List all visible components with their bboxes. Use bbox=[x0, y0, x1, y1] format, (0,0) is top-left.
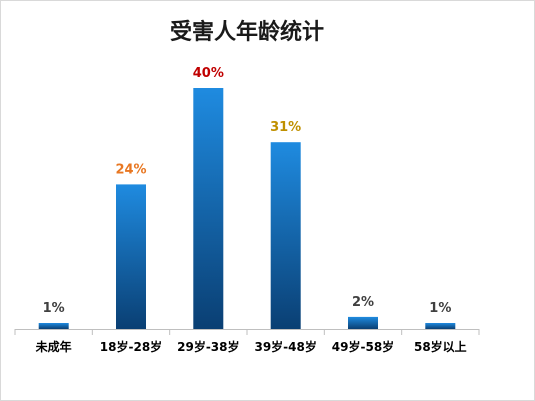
data-label-4: 2% bbox=[352, 295, 374, 310]
data-labels-group: 1% 24% 40% 31% 2% 1% bbox=[43, 66, 452, 316]
data-label-2: 40% bbox=[193, 66, 224, 81]
x-tick-label-2: 29岁-38岁 bbox=[177, 339, 239, 354]
data-label-0: 1% bbox=[43, 301, 65, 316]
x-tick-label-3: 39岁-48岁 bbox=[254, 339, 316, 354]
x-tick-label-5: 58岁以上 bbox=[414, 339, 467, 354]
bar-2 bbox=[193, 88, 224, 329]
x-tick-label-1: 18岁-28岁 bbox=[100, 339, 162, 354]
bars-group bbox=[38, 88, 456, 329]
bar-4 bbox=[348, 316, 378, 329]
bar-5 bbox=[425, 323, 456, 329]
x-axis bbox=[14, 329, 480, 335]
data-label-3: 31% bbox=[270, 120, 301, 135]
x-tick-label-0: 未成年 bbox=[35, 339, 72, 354]
chart-title: 受害人年龄统计 bbox=[170, 19, 324, 45]
bar-1 bbox=[116, 184, 146, 329]
data-label-5: 1% bbox=[429, 301, 451, 316]
bar-3 bbox=[270, 142, 301, 329]
data-label-1: 24% bbox=[115, 162, 146, 177]
x-tick-labels-group: 未成年 18岁-28岁 29岁-38岁 39岁-48岁 49岁-58岁 58岁以上 bbox=[35, 339, 467, 354]
bar-0 bbox=[38, 323, 69, 329]
x-tick-label-4: 49岁-58岁 bbox=[332, 339, 394, 354]
